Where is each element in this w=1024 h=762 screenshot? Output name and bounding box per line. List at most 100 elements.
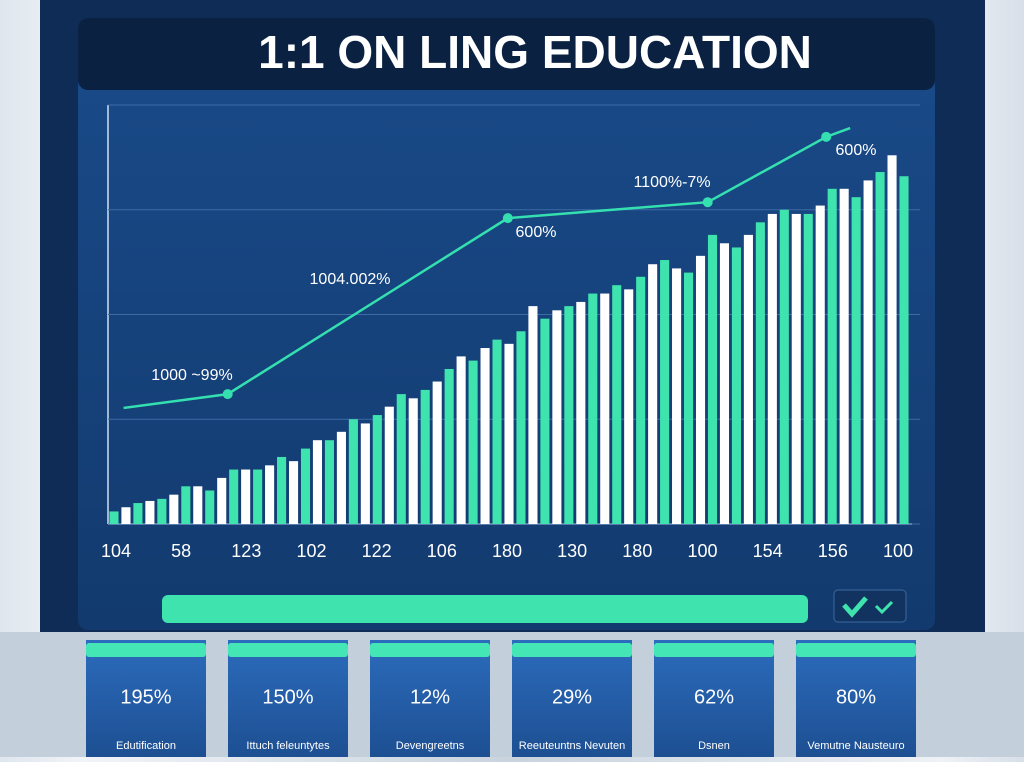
stat-value: 62%: [694, 686, 734, 708]
stat-card-header: [228, 643, 348, 657]
bar: [695, 255, 706, 524]
x-tick-label: 100: [883, 541, 913, 561]
bar: [181, 486, 191, 524]
stat-card-header: [512, 643, 632, 657]
bar: [516, 331, 526, 524]
trend-point: [821, 131, 832, 142]
annotation: 600%: [516, 224, 557, 241]
bar: [564, 306, 574, 524]
bar: [552, 310, 562, 524]
bar: [300, 448, 311, 524]
bar: [157, 498, 167, 524]
annotation: 1100%-7%: [633, 174, 710, 191]
stat-card: [512, 640, 632, 757]
bar: [169, 494, 179, 524]
bar: [863, 180, 873, 525]
stat-card-header: [654, 643, 774, 657]
bar: [839, 188, 849, 525]
x-tick-label: 123: [231, 541, 261, 561]
x-tick-label: 156: [818, 541, 848, 561]
bar: [312, 440, 323, 524]
stat-card-header: [370, 643, 490, 657]
bar: [229, 469, 239, 524]
bar: [672, 268, 682, 524]
bar: [791, 213, 801, 524]
stat-card: [370, 640, 490, 757]
bar: [360, 423, 370, 524]
bar: [408, 398, 418, 524]
bar: [504, 343, 514, 524]
x-tick-label: 104: [101, 541, 131, 561]
bar: [600, 293, 610, 524]
bar: [875, 172, 885, 525]
stat-value: 80%: [836, 686, 876, 708]
bar: [624, 289, 634, 524]
stat-card-header: [86, 643, 206, 657]
bar: [133, 503, 143, 524]
trend-point: [222, 389, 233, 400]
bar: [121, 507, 131, 524]
annotation: 1000 ~99%: [151, 367, 232, 384]
bar: [444, 368, 454, 524]
bar: [803, 213, 813, 524]
bar: [217, 477, 227, 524]
bar: [767, 213, 777, 524]
check-icon: [842, 596, 868, 618]
bar: [193, 486, 203, 524]
bar: [492, 339, 502, 524]
bar: [779, 209, 789, 524]
bar: [755, 222, 765, 524]
bar: [707, 234, 718, 524]
bar: [528, 306, 538, 524]
bar: [480, 348, 490, 524]
stat-label: Devengreetns: [396, 740, 465, 752]
stat-card-header: [796, 643, 916, 657]
bar: [241, 469, 251, 524]
bar: [648, 264, 658, 524]
x-tick-label: 102: [296, 541, 326, 561]
title-bar: [78, 18, 935, 90]
stat-value: 150%: [262, 686, 313, 708]
stat-card: [86, 640, 206, 757]
bar: [815, 205, 825, 524]
bar: [588, 293, 598, 524]
bar: [468, 360, 478, 524]
bar: [684, 272, 694, 524]
bar: [420, 389, 430, 524]
stat-value: 12%: [410, 686, 450, 708]
bar: [887, 155, 897, 524]
bar: [109, 511, 119, 524]
stat-card: [796, 640, 916, 757]
bar: [205, 490, 215, 524]
bar: [576, 301, 586, 524]
x-tick-label: 180: [492, 541, 522, 561]
stat-card: [228, 640, 348, 757]
bar: [324, 440, 334, 524]
bar: [731, 247, 741, 524]
bar: [432, 381, 442, 524]
x-tick-label: 106: [427, 541, 457, 561]
stat-label: Reeuteuntns Nevuten: [519, 740, 625, 752]
bar: [660, 260, 670, 524]
bar: [288, 461, 299, 524]
x-tick-label: 122: [362, 541, 392, 561]
bar: [336, 431, 346, 524]
stat-label: Dsnen: [698, 740, 730, 752]
x-tick-label: 100: [687, 541, 717, 561]
stat-value: 29%: [552, 686, 592, 708]
bar: [612, 285, 622, 524]
bar: [372, 415, 382, 524]
bar: [384, 406, 394, 524]
bar: [743, 234, 753, 524]
chart-title: 1:1 ON LING EDUCATION: [258, 26, 812, 78]
bar: [253, 469, 263, 524]
x-tick-label: 180: [622, 541, 652, 561]
bar: [145, 500, 155, 524]
bar: [540, 318, 550, 524]
bar: [277, 456, 287, 524]
bar: [396, 394, 406, 524]
bar: [636, 276, 646, 524]
bar: [851, 197, 861, 524]
stat-label: Edutification: [116, 740, 176, 752]
